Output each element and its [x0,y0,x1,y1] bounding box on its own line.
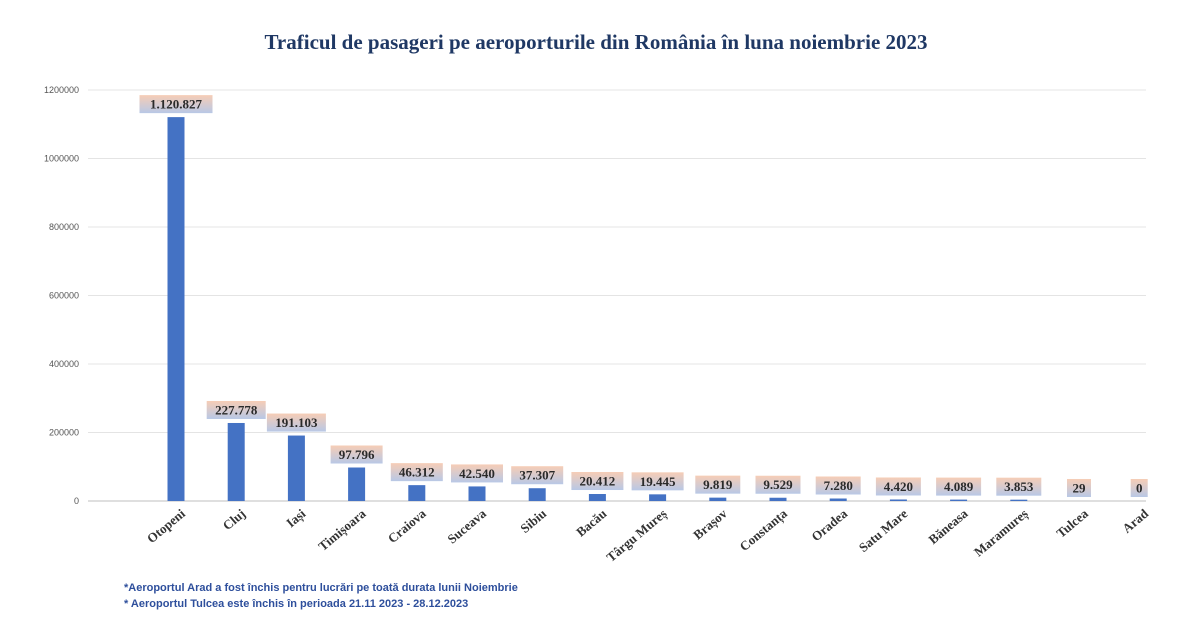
x-tick-label: Iași [283,506,309,532]
bar [588,494,606,501]
y-tick-label: 1000000 [44,154,79,164]
y-tick-label: 200000 [49,428,79,438]
data-label: 42.540 [459,466,495,481]
footnote-arad: *Aeroportul Arad a fost închis pentru lu… [124,582,518,594]
data-label: 191.103 [275,415,318,430]
data-label: 46.312 [399,465,435,480]
bar [649,494,667,501]
data-label-bg [266,413,326,432]
bar [709,497,727,501]
data-label: 0 [1136,481,1143,496]
x-tick-label: Constanța [737,505,791,554]
data-label: 9.529 [763,477,793,492]
data-label-bg [1067,478,1091,497]
bar [408,485,426,501]
x-tick-label: Maramureș [971,506,1031,560]
bar [950,499,968,501]
x-tick-label: Satu Mare [856,506,911,555]
data-label-bg [511,466,564,485]
data-label: 97.796 [339,447,375,462]
bar [227,422,245,501]
x-tick-label: Târgu Mureș [603,506,670,566]
x-tick-label: Cluj [220,506,248,533]
bar [1010,499,1028,501]
data-label: 29 [1073,480,1087,495]
data-label-bg [330,445,383,464]
y-tick-label: 0 [74,496,79,506]
chart-title: Traficul de pasageri pe aeroporturile di… [264,30,928,54]
data-label-bg [815,476,861,495]
x-tick-label: Craiova [385,505,429,546]
data-label-bg [936,477,982,496]
bar [468,486,486,501]
y-tick-label: 600000 [49,291,79,301]
data-label-bg [451,464,503,483]
data-label-bg [695,475,741,494]
y-tick-label: 400000 [49,359,79,369]
data-label: 7.280 [824,478,853,493]
x-tick-label: Băneasa [925,505,970,547]
data-label: 227.778 [215,402,258,417]
y-tick-label: 1200000 [44,85,79,95]
y-tick-label: 800000 [49,222,79,232]
x-tick-label: Bacău [573,506,609,540]
data-label-bg [571,472,624,491]
x-tick-label: Timișoara [315,505,369,554]
data-label-bg [996,477,1042,496]
data-label-bg [631,472,684,491]
x-tick-label: Otopeni [144,506,188,547]
bar [829,498,847,501]
bar [287,435,305,501]
data-label: 1.120.827 [150,97,203,112]
x-tick-label: Tulcea [1053,505,1091,540]
bar [769,497,787,501]
x-tick-label: Brașov [690,505,731,543]
bar [528,488,546,501]
x-tick-label: Oradea [808,505,850,544]
data-label: 4.420 [884,479,913,494]
x-tick-label: Sibiu [517,506,549,536]
bar [167,117,185,501]
bar [889,499,907,501]
data-label-bg [390,463,443,482]
data-label: 19.445 [640,474,676,489]
data-label: 3.853 [1004,479,1034,494]
x-tick-label: Suceava [444,505,489,546]
data-label-bg [206,400,266,419]
data-label-bg [875,477,921,496]
bar [348,467,366,501]
x-tick-label: Arad [1119,505,1151,536]
data-label-bg [755,475,801,494]
data-label: 20.412 [580,474,616,489]
data-label: 9.819 [703,477,733,492]
data-label: 4.089 [944,479,974,494]
data-label: 37.307 [519,468,555,483]
data-label-bg [1130,479,1148,497]
data-label-bg [139,95,213,114]
footnote-tulcea: * Aeroportul Tulcea este închis în perio… [124,598,469,610]
